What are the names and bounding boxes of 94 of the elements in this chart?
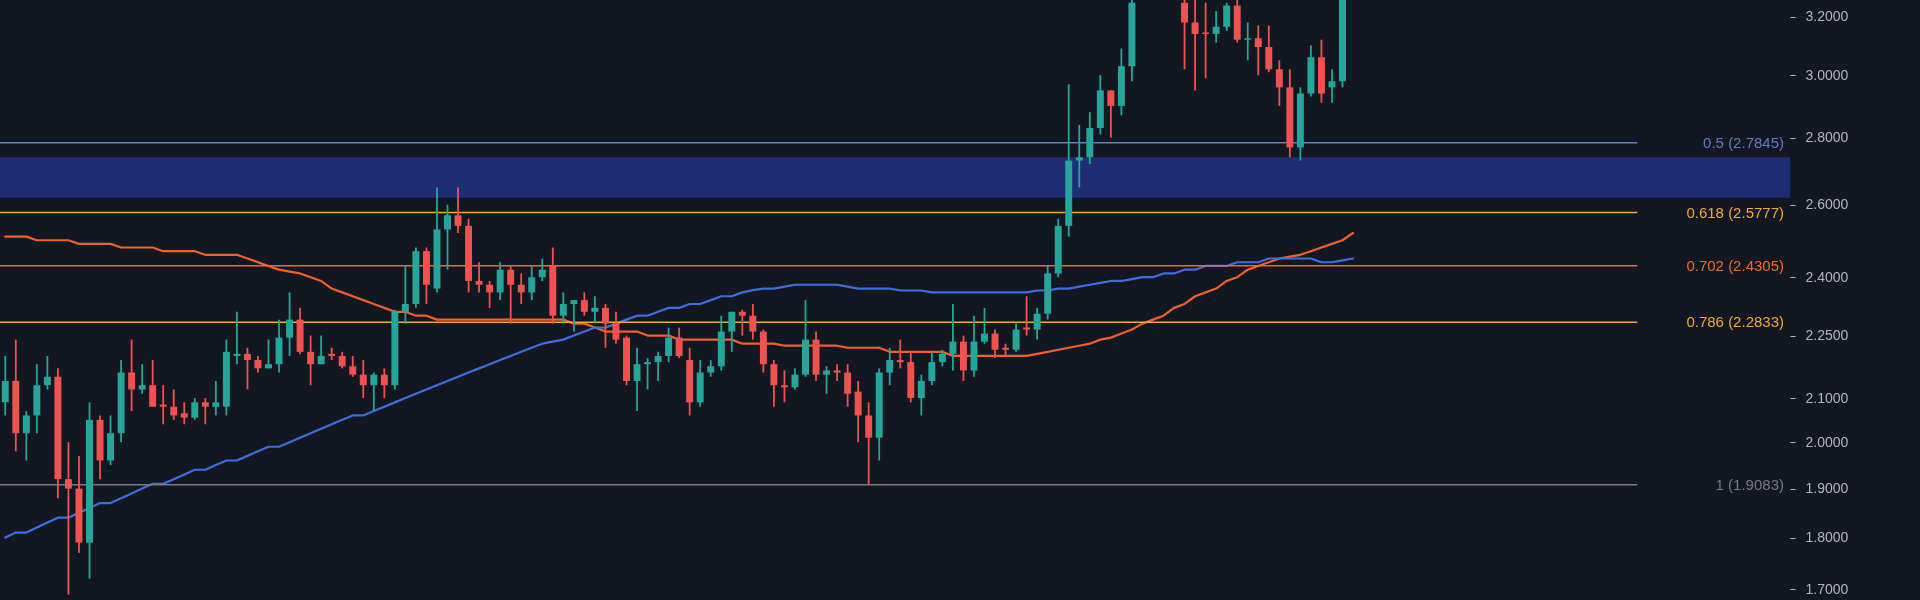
candlestick (644, 357, 652, 391)
candlestick (749, 303, 757, 341)
candlestick (233, 310, 241, 366)
candlestick (654, 350, 662, 382)
candlestick (991, 328, 999, 359)
candlestick (1244, 21, 1252, 62)
candlestick (180, 401, 188, 426)
candlestick (1107, 89, 1115, 139)
candlestick (265, 338, 272, 370)
y-tick-label: 2.4000 (1805, 268, 1849, 285)
candlestick (1023, 295, 1031, 337)
candlestick (844, 363, 852, 408)
candlestick (1275, 59, 1283, 107)
candlestick (286, 291, 294, 357)
candlestick (949, 303, 957, 372)
candlestick (559, 291, 567, 325)
ref-line-label: 1 (1.9083) (1715, 475, 1784, 493)
candlestick (349, 355, 357, 378)
candlestick (1181, 0, 1189, 71)
candlestick (1033, 306, 1041, 341)
candlestick (486, 280, 494, 309)
y-tick-label: 2.0000 (1805, 433, 1849, 450)
candlestick (380, 367, 388, 399)
candlestick (601, 303, 609, 349)
candlestick (1328, 68, 1336, 104)
candlestick (201, 397, 209, 426)
candlestick (791, 367, 799, 391)
candlestick (401, 265, 409, 325)
candlestick (328, 346, 336, 361)
candlestick (580, 291, 588, 317)
candlestick (728, 310, 736, 353)
candlestick (896, 338, 904, 370)
y-tick-label: 1.7000 (1805, 580, 1849, 597)
candlestick (633, 346, 641, 412)
candlestick (517, 272, 525, 305)
ref-line-label: 0.702 (2.4305) (1686, 256, 1784, 274)
y-tick-label: 2.8000 (1805, 129, 1849, 146)
candlestick (928, 350, 936, 387)
candlestick (854, 380, 862, 444)
candlestick (507, 265, 515, 325)
y-tick-label: 1.9000 (1805, 480, 1849, 497)
candlestick (570, 299, 578, 333)
candlestick (612, 310, 620, 345)
candlestick (1, 355, 9, 417)
candlestick (212, 380, 220, 417)
candlestick (538, 257, 546, 282)
candlestick (665, 326, 673, 364)
ref-line-label: 0.786 (2.2833) (1686, 313, 1784, 331)
candlestick (496, 261, 504, 301)
candlestick (1212, 10, 1220, 44)
y-tick-label: 2.1000 (1805, 389, 1849, 406)
y-tick-label: 2.2500 (1805, 327, 1849, 344)
candlestick (1012, 322, 1020, 353)
candlestick (191, 397, 199, 421)
candlestick (1223, 1, 1231, 32)
candlestick (917, 373, 925, 417)
candlestick (170, 388, 178, 421)
candlestick (1254, 24, 1262, 77)
y-tick-label: 2.6000 (1805, 196, 1849, 213)
candlestick (865, 401, 873, 486)
candlestick (770, 359, 778, 408)
candlestick (444, 203, 451, 271)
candlestick (528, 265, 536, 301)
candlestick (454, 186, 462, 234)
ref-line-label: 0.5 (2.7845) (1703, 133, 1784, 151)
candlestick (307, 334, 315, 387)
candlestick (981, 306, 988, 345)
candlestick (475, 261, 483, 294)
candlestick (370, 371, 378, 412)
candlestick (149, 359, 157, 408)
y-tick-label: 3.0000 (1805, 66, 1849, 83)
candlestick (138, 363, 146, 395)
candlestick (243, 346, 251, 391)
candlestick (780, 369, 788, 404)
candlestick (64, 441, 72, 596)
line-series (4, 257, 1355, 539)
candlestick (675, 326, 683, 359)
candlestick (1191, 0, 1199, 92)
candlestick (128, 338, 136, 412)
candlestick (1075, 123, 1083, 189)
candlestick (359, 359, 367, 399)
candlestick (43, 355, 51, 391)
candlestick (738, 308, 746, 337)
candlestick (886, 346, 894, 387)
candlestick (1265, 24, 1273, 74)
y-tick-label: 3.2000 (1805, 8, 1849, 25)
y-tick-label: 1.8000 (1805, 529, 1849, 546)
candlestick (823, 365, 831, 395)
candlestick (22, 410, 30, 462)
candlestick (317, 334, 325, 366)
ref-line-label: 0.618 (2.5777) (1686, 203, 1784, 221)
candlestick (833, 363, 841, 382)
candlestick (591, 295, 599, 325)
candlestick (159, 384, 167, 426)
